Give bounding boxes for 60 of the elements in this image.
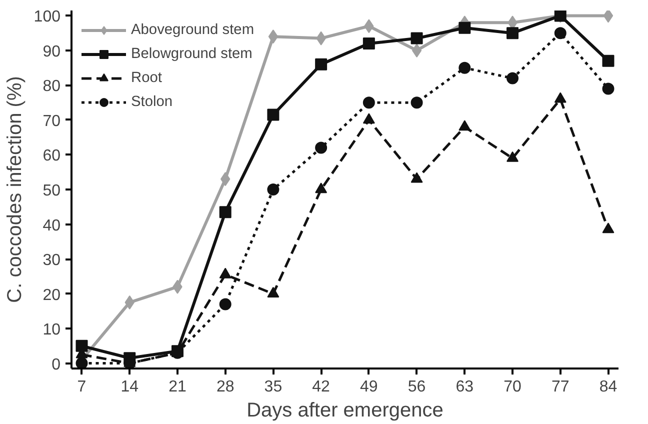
y-tick-label: 20 — [42, 286, 61, 304]
point — [219, 268, 232, 278]
x-tick-label: 49 — [360, 378, 378, 396]
y-tick-label: 80 — [42, 78, 61, 96]
point — [410, 172, 423, 183]
y-tick-label: 0 — [52, 356, 61, 374]
x-tick-label: 42 — [312, 378, 330, 396]
point — [602, 82, 614, 95]
legend-label: Aboveground stem — [131, 22, 254, 38]
x-tick-label: 35 — [264, 378, 282, 396]
y-tick-label: 50 — [42, 182, 61, 200]
point — [267, 286, 280, 298]
point — [410, 32, 423, 44]
y-tick-label: 70 — [42, 112, 61, 130]
point — [219, 206, 232, 218]
point — [603, 10, 614, 23]
x-tick-label: 70 — [504, 378, 522, 396]
y-tick-label: 100 — [34, 8, 61, 26]
point — [315, 142, 328, 154]
y-tick-label: 10 — [42, 322, 61, 339]
point — [362, 96, 375, 109]
point — [554, 92, 566, 103]
point — [506, 72, 519, 84]
point — [554, 27, 566, 40]
x-tick-label: 77 — [551, 378, 570, 396]
x-tick-label: 28 — [216, 378, 234, 396]
point — [506, 27, 519, 40]
x-tick-label: 63 — [456, 378, 474, 396]
y-tick-label: 60 — [42, 148, 61, 165]
x-tick-label: 84 — [599, 378, 618, 396]
y-tick-label: 90 — [42, 43, 61, 60]
point — [458, 120, 471, 131]
x-axis-title: Days after emergence — [246, 400, 444, 422]
point — [267, 108, 280, 121]
point — [268, 30, 278, 44]
x-tick-label: 56 — [408, 378, 426, 396]
point — [602, 54, 614, 67]
legend-label: Belowground stem — [131, 46, 252, 62]
point — [362, 38, 375, 50]
x-tick-label: 14 — [120, 378, 139, 396]
x-tick-label: 7 — [77, 378, 86, 396]
point — [506, 151, 519, 162]
point — [76, 357, 88, 368]
point — [315, 58, 328, 70]
y-tick-label: 30 — [42, 252, 61, 270]
point — [458, 62, 471, 74]
legend-label: Stolon — [131, 94, 173, 110]
point — [412, 43, 422, 58]
point — [267, 184, 280, 196]
point — [219, 298, 232, 310]
point — [76, 340, 88, 352]
y-axis-title: C. coccodes infection (%) — [4, 76, 26, 303]
point — [602, 222, 614, 234]
x-tick-label: 21 — [168, 378, 186, 396]
point — [315, 182, 328, 194]
y-tick-label: 40 — [42, 217, 61, 234]
point — [362, 113, 375, 124]
point — [458, 22, 471, 34]
point — [410, 96, 423, 109]
legend-label: Root — [131, 70, 162, 86]
